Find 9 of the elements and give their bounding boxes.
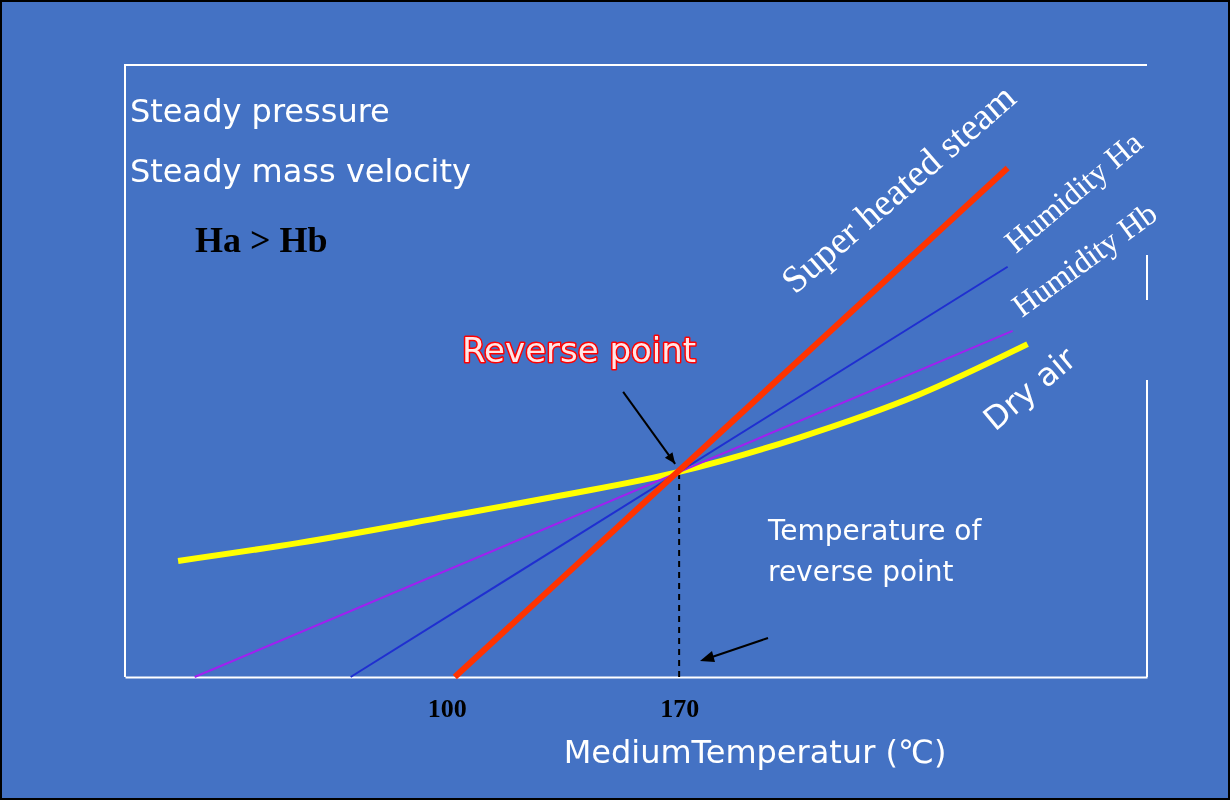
annotation: Temperature of reverse point: [767, 514, 983, 588]
annotation: Steady mass velocity: [130, 152, 471, 190]
x-tick-label: 170: [660, 694, 700, 724]
annotation: Ha > Hb: [195, 220, 328, 260]
x-tick-label: 100: [427, 694, 467, 724]
text: Steady pressure: [130, 92, 390, 130]
text: Dry air: [975, 338, 1084, 439]
annotation: Reverse point: [462, 330, 697, 370]
x-axis-title: MediumTemperatur (℃): [563, 733, 947, 771]
